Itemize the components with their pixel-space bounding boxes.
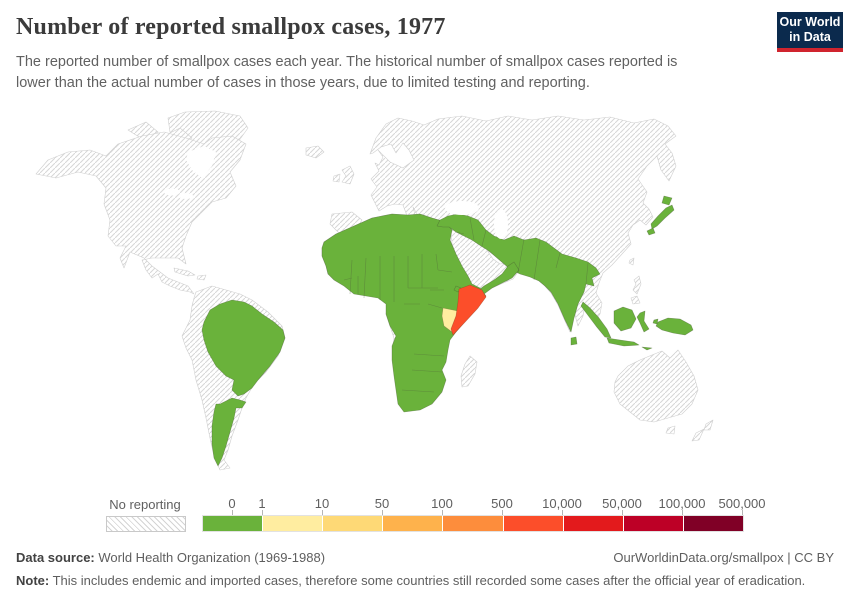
no-reporting-swatch[interactable] [106,516,186,532]
water-great-lakes [179,193,193,199]
region-lesser-sunda[interactable] [641,346,653,351]
legend-tick [622,510,623,515]
legend-tick-label: 500 [491,496,513,511]
legend-segment[interactable] [203,516,263,531]
legend-segment[interactable] [323,516,383,531]
owid-logo[interactable]: Our World in Data [777,12,843,52]
legend-tick-label: 10 [314,496,330,511]
region-japan-honshu[interactable] [650,204,675,230]
legend-tick-label: 50,000 [602,496,642,511]
region-uk[interactable] [341,165,355,185]
region-japan-kyushu[interactable] [646,227,656,236]
note-text: This includes endemic and imported cases… [49,573,806,588]
legend-tick-label: 1 [258,496,266,511]
country-borders-africa [343,253,453,393]
region-indonesia-sumatra[interactable] [580,301,612,339]
region-ireland[interactable] [332,173,341,183]
page-subtitle: The reported number of smallpox cases ea… [16,54,678,92]
region-iceland[interactable] [305,145,325,159]
region-tasmania[interactable] [665,425,676,435]
data-source-text: World Health Organization (1969-1988) [94,550,326,565]
legend-segment[interactable] [683,516,743,531]
region-sri-lanka[interactable] [570,336,578,346]
water-black-sea [445,201,479,215]
region-philippines[interactable] [630,295,641,305]
water-great-lakes [164,188,180,196]
water-caspian-sea [494,209,508,239]
legend-tick-label: 100,000 [658,496,706,511]
region-somalia[interactable] [450,284,487,336]
legend-tick [502,510,503,515]
region-south-asia-band[interactable] [436,213,601,333]
legend-segment[interactable] [383,516,443,531]
world-map[interactable] [0,108,850,493]
legend-tick [742,510,743,515]
region-australia[interactable] [613,349,699,423]
region-japan-hokkaido[interactable] [661,195,673,206]
owid-logo-line2: in Data [789,30,831,44]
region-moluccas[interactable] [652,318,659,325]
footer: Data source: World Health Organization (… [16,550,834,588]
region-new-guinea[interactable] [655,317,694,336]
legend-colorbar [203,516,743,531]
legend-segment[interactable] [563,516,623,531]
region-indonesia-java[interactable] [606,337,640,347]
legend-tick [682,510,683,515]
legend-tick-label: 100 [431,496,453,511]
legend-tick [232,510,233,515]
region-taiwan[interactable] [628,257,635,266]
region-brazil[interactable] [201,299,286,397]
legend-tick [262,510,263,515]
legend-tick-label: 500,000 [718,496,766,511]
data-source-label: Data source: [16,550,95,565]
legend-tick [562,510,563,515]
region-north-america[interactable] [35,131,247,295]
legend-tick-label: 50 [374,496,390,511]
legend-tick [442,510,443,515]
region-indonesia-sulawesi[interactable] [636,310,650,333]
legend-segment[interactable] [623,516,683,531]
legend-segment[interactable] [503,516,563,531]
legend-tick [382,510,383,515]
region-cuba[interactable] [173,267,196,277]
region-new-zealand[interactable] [703,419,714,431]
owid-link[interactable]: OurWorldinData.org/smallpox | CC BY [613,550,834,565]
legend-tick [322,510,323,515]
data-source-line: Data source: World Health Organization (… [16,550,325,565]
legend-tick-label: 10,000 [542,496,582,511]
owid-logo-line1: Our World [779,15,841,29]
region-philippines[interactable] [632,275,642,295]
region-eurasia[interactable] [369,115,677,333]
page-title: Number of reported smallpox cases, 1977 [16,14,446,40]
legend-tick-label: 0 [228,496,236,511]
region-indonesia-borneo[interactable] [613,306,637,332]
legend-segment[interactable] [263,516,323,531]
region-djibouti[interactable] [453,285,462,293]
region-madagascar[interactable] [460,355,478,388]
country-borders-asia [455,217,589,285]
region-new-zealand[interactable] [691,428,705,442]
region-hispaniola[interactable] [196,274,207,281]
region-argentina-uruguay[interactable] [211,397,247,467]
note-label: Note: [16,573,50,588]
no-reporting-label: No reporting [109,497,181,512]
legend-segment[interactable] [443,516,503,531]
water-hudson-bay [186,146,216,178]
